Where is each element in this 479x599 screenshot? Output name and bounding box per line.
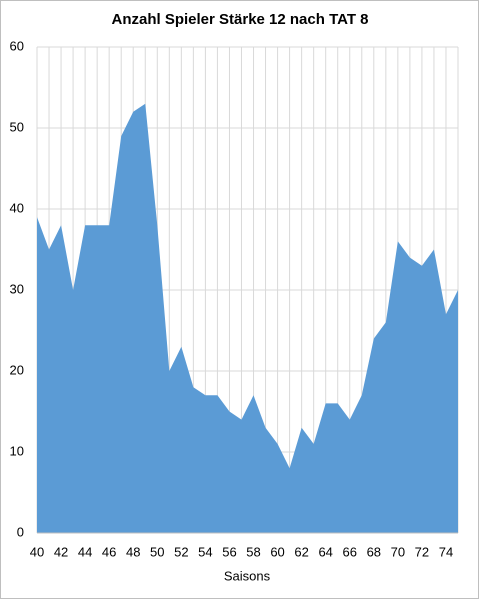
y-tick-label: 20 (10, 362, 24, 377)
x-tick-label: 56 (222, 544, 236, 559)
y-tick-label: 30 (10, 281, 24, 296)
y-tick-label: 60 (10, 38, 24, 53)
x-tick-label: 64 (318, 544, 332, 559)
x-tick-label: 66 (343, 544, 357, 559)
x-tick-label: 42 (54, 544, 68, 559)
x-tick-label: 44 (78, 544, 92, 559)
y-tick-label: 0 (17, 524, 24, 539)
x-tick-label: 60 (270, 544, 284, 559)
x-tick-label: 40 (30, 544, 44, 559)
y-tick-label: 40 (10, 200, 24, 215)
area (37, 103, 458, 533)
x-tick-label: 70 (391, 544, 405, 559)
y-tick-label: 50 (10, 119, 24, 134)
x-tick-label: 52 (174, 544, 188, 559)
x-tick-label: 58 (246, 544, 260, 559)
x-tick-label: 62 (294, 544, 308, 559)
x-tick-label: 74 (439, 544, 453, 559)
x-tick-label: 54 (198, 544, 212, 559)
chart-title: Anzahl Spieler Stärke 12 nach TAT 8 (111, 11, 368, 28)
x-axis-title: Saisons (224, 568, 271, 583)
x-tick-label: 68 (367, 544, 381, 559)
x-tick-label: 50 (150, 544, 164, 559)
x-tick-label: 46 (102, 544, 116, 559)
x-tick-label: 72 (415, 544, 429, 559)
y-tick-label: 10 (10, 443, 24, 458)
x-tick-label: 48 (126, 544, 140, 559)
